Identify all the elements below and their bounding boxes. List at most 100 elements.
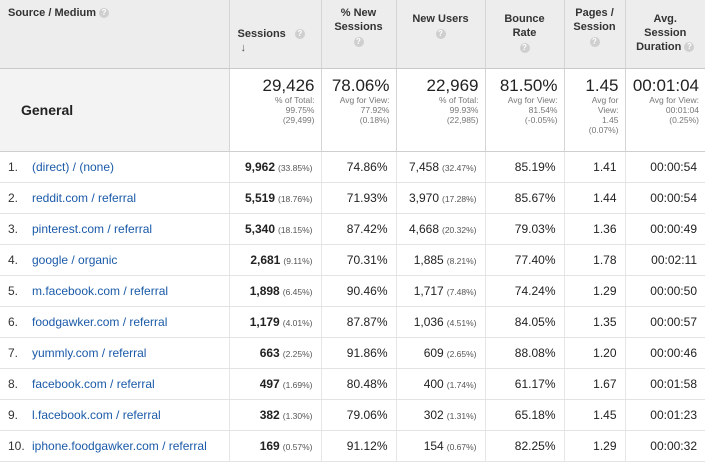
column-header-source[interactable]: Source / Medium ? — [0, 0, 229, 69]
summary-new-users-sub1: % of Total: — [397, 95, 479, 105]
table-row: 5.m.facebook.com / referral 1,898(6.45%)… — [0, 276, 705, 307]
help-icon[interactable]: ? — [520, 43, 530, 53]
help-icon[interactable]: ? — [684, 42, 694, 52]
column-header-avg-duration[interactable]: Avg. Session Duration ? — [625, 0, 705, 69]
new-users-cell: 4,668(20.32%) — [396, 214, 485, 245]
bounce-rate-cell: 65.18% — [485, 400, 564, 431]
summary-bounce-rate-sub1: Avg for View: — [486, 95, 558, 105]
source-cell: 3.pinterest.com / referral — [0, 214, 229, 245]
table-row: 9.l.facebook.com / referral 382(1.30%) 7… — [0, 400, 705, 431]
new-users-percent: (20.32%) — [442, 225, 477, 235]
help-icon[interactable]: ? — [295, 29, 305, 39]
new-users-percent: (17.28%) — [442, 194, 477, 204]
sessions-percent: (18.15%) — [278, 225, 313, 235]
new-sessions-cell: 71.93% — [321, 183, 396, 214]
new-users-value: 609 — [424, 346, 444, 360]
help-icon[interactable]: ? — [354, 37, 364, 47]
summary-bounce-rate: 81.50% Avg for View:81.54%(-0.05%) — [485, 69, 564, 152]
column-header-sessions-label: Sessions — [238, 28, 286, 40]
source-medium-link[interactable]: reddit.com / referral — [32, 191, 136, 205]
column-header-pages-session[interactable]: Pages / Session ? — [564, 0, 625, 69]
pages-session-cell: 1.44 — [564, 183, 625, 214]
summary-sessions-value: 29,426 — [230, 69, 321, 95]
source-cell: 2.reddit.com / referral — [0, 183, 229, 214]
row-index: 8. — [8, 377, 32, 391]
avg-duration-cell: 00:00:54 — [625, 183, 705, 214]
summary-sessions-sub2: 99.75% — [230, 105, 315, 115]
avg-duration-cell: 00:00:49 — [625, 214, 705, 245]
sessions-value: 5,340 — [245, 222, 275, 236]
row-index: 7. — [8, 346, 32, 360]
summary-avg-duration-sub3: (0.25%) — [626, 115, 700, 125]
sessions-value: 1,179 — [250, 315, 280, 329]
source-medium-link[interactable]: foodgawker.com / referral — [32, 315, 167, 329]
new-sessions-cell: 80.48% — [321, 369, 396, 400]
pages-session-cell: 1.35 — [564, 307, 625, 338]
column-header-bounce-rate[interactable]: Bounce Rate ? — [485, 0, 564, 69]
bounce-rate-cell: 85.19% — [485, 152, 564, 183]
summary-bounce-rate-sub2: 81.54% — [486, 105, 558, 115]
new-users-percent: (1.74%) — [447, 380, 477, 390]
bounce-rate-cell: 88.08% — [485, 338, 564, 369]
pages-session-cell: 1.20 — [564, 338, 625, 369]
source-medium-link[interactable]: facebook.com / referral — [32, 377, 155, 391]
source-cell: 9.l.facebook.com / referral — [0, 400, 229, 431]
column-header-new-sessions[interactable]: % New Sessions ? — [321, 0, 396, 69]
source-medium-link[interactable]: iphone.foodgawker.com / referral — [32, 439, 207, 453]
new-users-percent: (4.51%) — [447, 318, 477, 328]
source-cell: 6.foodgawker.com / referral — [0, 307, 229, 338]
summary-new-users-sub3: (22,985) — [397, 115, 479, 125]
sessions-percent: (1.30%) — [283, 411, 313, 421]
sessions-percent: (4.01%) — [283, 318, 313, 328]
source-medium-link[interactable]: m.facebook.com / referral — [32, 284, 168, 298]
source-cell: 4.google / organic — [0, 245, 229, 276]
new-users-percent: (8.21%) — [447, 256, 477, 266]
sessions-percent: (33.85%) — [278, 163, 313, 173]
source-medium-link[interactable]: (direct) / (none) — [32, 160, 114, 174]
sort-descending-icon[interactable]: ↓ — [241, 42, 247, 54]
column-header-source-label: Source / Medium — [8, 7, 96, 19]
source-medium-link[interactable]: google / organic — [32, 253, 117, 267]
table-row: 2.reddit.com / referral 5,519(18.76%) 71… — [0, 183, 705, 214]
source-cell: 7.yummly.com / referral — [0, 338, 229, 369]
source-cell: 8.facebook.com / referral — [0, 369, 229, 400]
help-icon[interactable]: ? — [590, 37, 600, 47]
source-medium-link[interactable]: l.facebook.com / referral — [32, 408, 161, 422]
table-row: 10.iphone.foodgawker.com / referral 169(… — [0, 431, 705, 462]
column-header-sessions[interactable]: Sessions ? ↓ — [229, 0, 321, 69]
help-icon[interactable]: ? — [436, 29, 446, 39]
help-icon[interactable]: ? — [99, 8, 109, 18]
sessions-cell: 1,898(6.45%) — [229, 276, 321, 307]
avg-duration-cell: 00:00:57 — [625, 307, 705, 338]
new-users-percent: (0.67%) — [447, 442, 477, 452]
new-users-cell: 400(1.74%) — [396, 369, 485, 400]
new-users-value: 1,036 — [414, 315, 444, 329]
sessions-cell: 663(2.25%) — [229, 338, 321, 369]
new-users-value: 1,717 — [414, 284, 444, 298]
summary-pages-session-value: 1.45 — [565, 69, 625, 95]
column-header-new-users[interactable]: New Users ? — [396, 0, 485, 69]
new-users-value: 4,668 — [409, 222, 439, 236]
row-index: 4. — [8, 253, 32, 267]
row-index: 2. — [8, 191, 32, 205]
new-sessions-cell: 91.86% — [321, 338, 396, 369]
row-index: 3. — [8, 222, 32, 236]
summary-bounce-rate-value: 81.50% — [486, 69, 564, 95]
new-users-percent: (32.47%) — [442, 163, 477, 173]
avg-duration-cell: 00:00:32 — [625, 431, 705, 462]
source-medium-link[interactable]: yummly.com / referral — [32, 346, 146, 360]
sessions-percent: (6.45%) — [283, 287, 313, 297]
new-users-percent: (2.65%) — [447, 349, 477, 359]
new-users-cell: 1,885(8.21%) — [396, 245, 485, 276]
avg-duration-cell: 00:00:46 — [625, 338, 705, 369]
source-medium-link[interactable]: pinterest.com / referral — [32, 222, 152, 236]
sessions-cell: 5,340(18.15%) — [229, 214, 321, 245]
table-row: 4.google / organic 2,681(9.11%) 70.31% 1… — [0, 245, 705, 276]
avg-duration-cell: 00:02:11 — [625, 245, 705, 276]
summary-pages-session-sub2: View: — [565, 105, 619, 115]
bounce-rate-cell: 79.03% — [485, 214, 564, 245]
summary-avg-duration: 00:01:04 Avg for View:00:01:04(0.25%) — [625, 69, 705, 152]
summary-new-users-sub2: 99.93% — [397, 105, 479, 115]
avg-duration-cell: 00:00:54 — [625, 152, 705, 183]
new-sessions-cell: 79.06% — [321, 400, 396, 431]
